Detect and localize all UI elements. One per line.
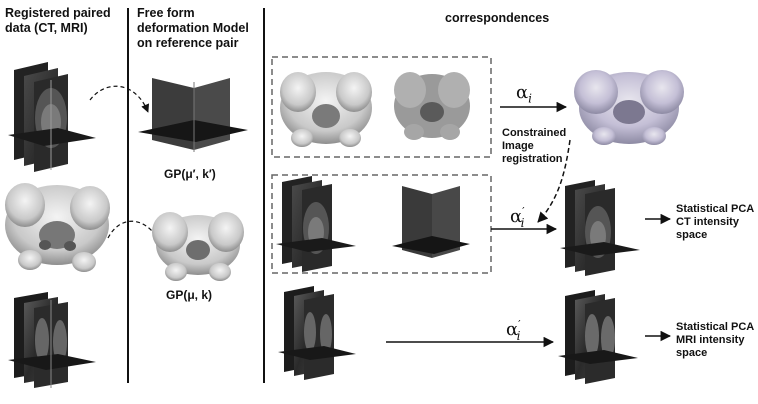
gp-prime-label: GP(μ′, k′): [164, 167, 216, 181]
pca-ct-label: Statistical PCA CT intensity space: [676, 203, 755, 241]
pelvis-bone-icon: [280, 72, 372, 147]
curved-arrow: [89, 85, 150, 113]
pca-mri-label: Statistical PCA MRI intensity space: [676, 321, 755, 359]
header-ffd-model: Free form deformation Model on reference…: [137, 6, 249, 50]
mri-volume-icon: [8, 292, 96, 388]
gp-label: GP(μ, k): [166, 288, 213, 302]
header-correspondences: correspondences: [445, 11, 550, 25]
ct-volume-icon: [560, 180, 640, 276]
correspondence-box-ct: [271, 174, 492, 274]
constrained-registration-label: Constrained Image registration: [502, 127, 567, 165]
deformation-field-icon: [392, 186, 470, 258]
alpha-prime-label: α′i: [510, 205, 525, 230]
ct-volume-icon: [276, 176, 356, 272]
constrained-arrow: [537, 139, 571, 223]
ct-volume-icon: [8, 62, 96, 172]
pelvis-bone-icon: [152, 212, 244, 281]
alpha-prime-label: α′i: [506, 318, 521, 343]
deformation-field-icon: [138, 78, 248, 152]
alpha-i-label: αi: [516, 82, 532, 106]
pelvis-bone-icon: [574, 70, 684, 145]
mri-volume-icon: [278, 286, 356, 380]
pelvis-bone-icon: [394, 72, 470, 140]
header-registered-data: Registered paired data (CT, MRI): [5, 6, 111, 35]
mri-volume-icon: [558, 290, 638, 384]
pelvis-bone-icon: [5, 183, 110, 272]
